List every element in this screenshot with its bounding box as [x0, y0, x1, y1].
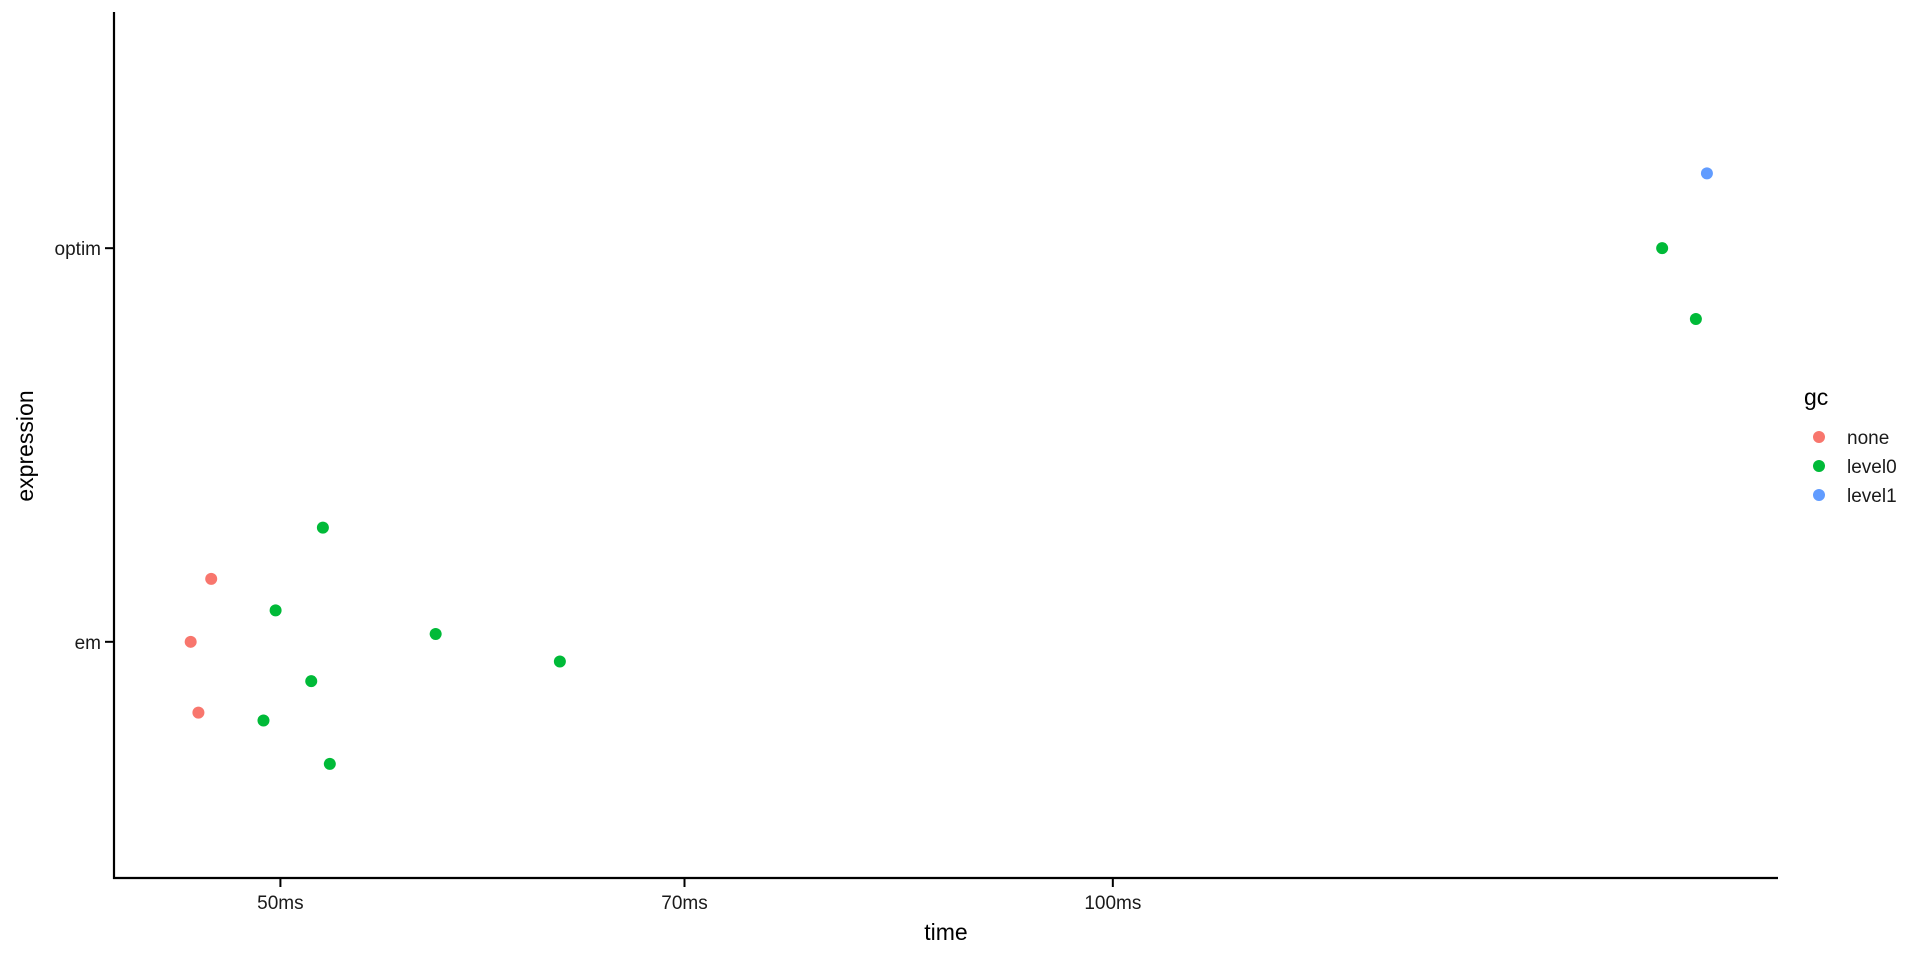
- legend-key-none: [1813, 431, 1825, 443]
- data-point: [269, 604, 282, 617]
- data-points: [184, 167, 1713, 770]
- legend-key-level0: [1813, 460, 1825, 472]
- legend-label-level0: level0: [1847, 457, 1897, 478]
- legend-entries: none level0 level1: [1813, 428, 1897, 507]
- legend: gc none level0 level1: [1804, 384, 1897, 507]
- data-point: [553, 655, 566, 668]
- y-ticks: em optim: [55, 239, 114, 654]
- plot-area: 50ms 70ms 100ms em optim: [55, 12, 1778, 914]
- x-tick-label: 50ms: [257, 893, 303, 914]
- data-point: [429, 627, 442, 640]
- y-tick-label: em: [75, 633, 101, 654]
- x-ticks: 50ms 70ms 100ms: [257, 878, 1141, 914]
- legend-key-level1: [1813, 489, 1825, 501]
- data-point: [205, 572, 218, 585]
- y-axis-title: expression: [12, 390, 38, 501]
- legend-label-level1: level1: [1847, 486, 1897, 507]
- x-tick-label: 70ms: [661, 893, 707, 914]
- data-point: [1689, 313, 1702, 326]
- data-point: [184, 635, 197, 648]
- data-point: [192, 706, 205, 719]
- data-point: [1700, 167, 1713, 180]
- y-tick-label: optim: [55, 239, 101, 260]
- data-point: [316, 521, 329, 534]
- legend-label-none: none: [1847, 428, 1889, 449]
- x-axis-title: time: [924, 919, 967, 945]
- legend-title: gc: [1804, 384, 1828, 410]
- x-tick-label: 100ms: [1084, 893, 1141, 914]
- data-point: [323, 757, 336, 770]
- data-point: [305, 675, 318, 688]
- data-point: [1656, 242, 1669, 255]
- data-point: [257, 714, 270, 727]
